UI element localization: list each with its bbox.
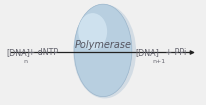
Text: n: n xyxy=(23,59,27,64)
Text: + dNTP: + dNTP xyxy=(26,48,58,57)
Ellipse shape xyxy=(78,13,107,50)
Text: Polymerase: Polymerase xyxy=(75,40,131,50)
Text: n+1: n+1 xyxy=(152,59,165,64)
Text: + PPi: + PPi xyxy=(163,48,186,57)
Ellipse shape xyxy=(73,4,136,98)
Text: [DNA]: [DNA] xyxy=(135,48,159,57)
Text: [DNA]: [DNA] xyxy=(6,48,30,57)
Ellipse shape xyxy=(74,4,132,97)
